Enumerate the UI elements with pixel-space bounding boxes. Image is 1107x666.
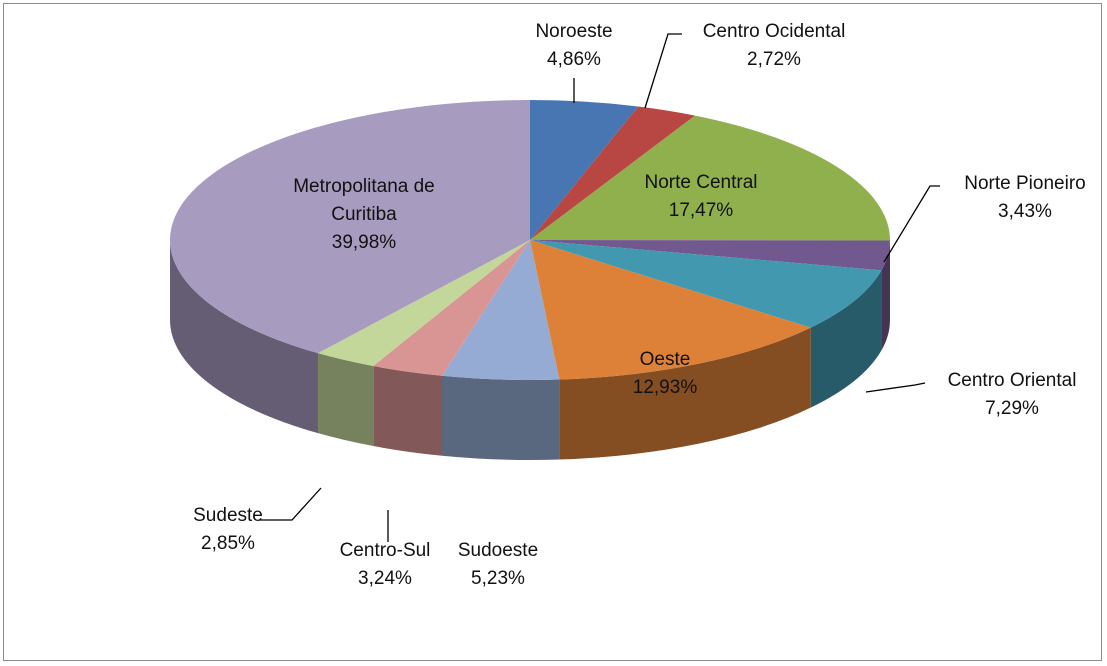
category-label: Norte Pioneiro xyxy=(964,173,1086,194)
data-label: Centro Ocidental 2,72% xyxy=(703,18,846,74)
data-label: Sudeste 2,85% xyxy=(193,502,263,558)
value-label: 5,23% xyxy=(471,568,525,589)
value-label: 4,86% xyxy=(547,49,601,70)
category-label: Noroeste xyxy=(535,21,613,42)
value-label: 2,85% xyxy=(201,533,255,554)
value-label: 3,43% xyxy=(998,201,1052,222)
pie-tops xyxy=(169,100,890,380)
pie-slice-side xyxy=(810,270,882,408)
value-label: 39,98% xyxy=(331,232,397,253)
pie-slice xyxy=(530,240,890,271)
pie-slice xyxy=(530,240,882,328)
pie-slice xyxy=(318,240,530,367)
data-label: Centro-Sul 3,24% xyxy=(340,537,431,593)
data-label: Sudoeste 5,23% xyxy=(458,537,538,593)
value-label: 3,24% xyxy=(358,568,412,589)
category-label: Centro Oriental xyxy=(947,370,1077,391)
category-label: Sudeste xyxy=(193,505,263,526)
category-label: Metropolitana de Curitiba xyxy=(293,176,435,225)
leader-line xyxy=(883,185,940,263)
leader-line xyxy=(865,382,926,393)
leader-line xyxy=(644,33,682,109)
pie-slice xyxy=(530,106,696,240)
pie-slice xyxy=(373,240,530,376)
category-label: Sudoeste xyxy=(457,540,539,561)
pie-sides xyxy=(170,240,890,460)
data-label: Metropolitana de Curitiba 39,98% xyxy=(269,173,459,257)
category-label: Centro Ocidental xyxy=(702,21,846,42)
leader-line xyxy=(260,487,322,521)
category-label: Oeste xyxy=(639,349,691,370)
pie-slice-side xyxy=(373,366,443,456)
pie-slice-side xyxy=(442,375,560,460)
value-label: 7,29% xyxy=(985,398,1039,419)
pie-slice xyxy=(169,100,531,354)
category-label: Centro-Sul xyxy=(339,540,431,561)
category-label: Norte Central xyxy=(644,172,758,193)
pie-slice-side xyxy=(170,240,319,434)
value-label: 12,93% xyxy=(632,377,698,398)
chart-frame xyxy=(3,3,1102,661)
pie-slice xyxy=(530,100,639,240)
data-label: Centro Oriental 7,29% xyxy=(948,367,1077,423)
data-label: Oeste 12,93% xyxy=(633,346,697,402)
pie-slice xyxy=(530,240,811,380)
pie-slice-side xyxy=(559,327,811,460)
pie-slice-side xyxy=(318,353,374,447)
pie-slice-side xyxy=(881,240,890,351)
pie-slice xyxy=(442,240,560,380)
data-label: Norte Central 17,47% xyxy=(645,169,758,225)
data-label: Norte Pioneiro 3,43% xyxy=(964,170,1085,226)
pie-slice xyxy=(530,115,890,241)
value-label: 2,72% xyxy=(747,49,801,70)
data-label: Noroeste 4,86% xyxy=(535,18,612,74)
value-label: 17,47% xyxy=(668,200,734,221)
